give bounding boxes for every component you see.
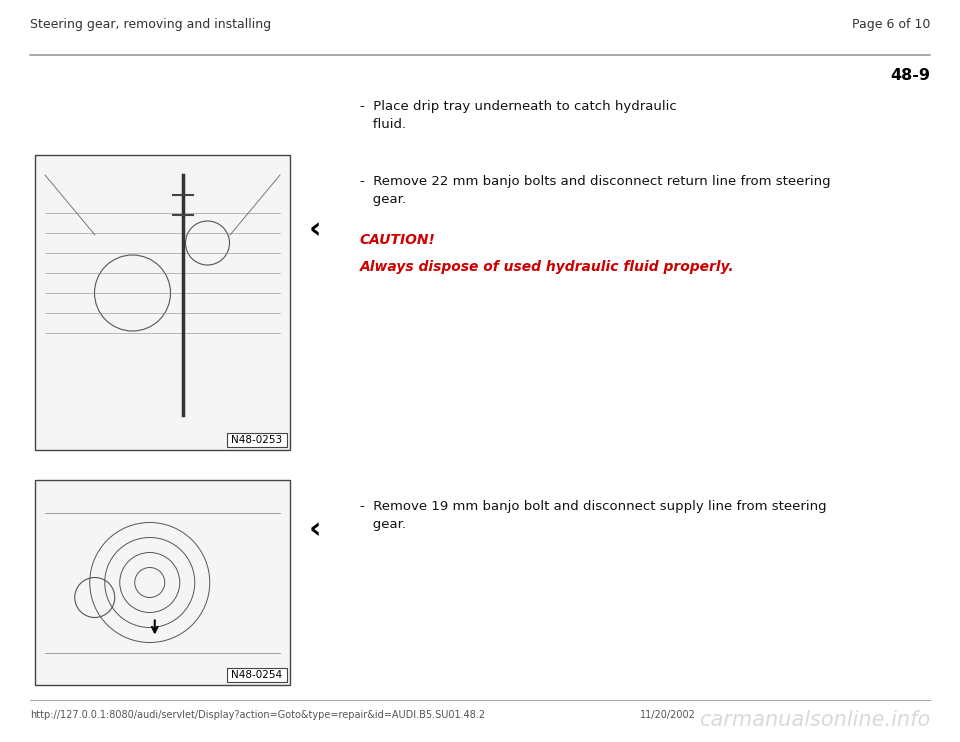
Text: N48-0254: N48-0254 [231,670,282,680]
Text: ‹: ‹ [309,516,322,545]
Text: -  Remove 22 mm banjo bolts and disconnect return line from steering: - Remove 22 mm banjo bolts and disconnec… [360,175,830,188]
Text: 48-9: 48-9 [890,68,930,83]
Text: ‹: ‹ [309,215,322,245]
Bar [35,155,290,450]
Text: gear.: gear. [360,193,406,206]
Bar [35,480,290,685]
Text: Always dispose of used hydraulic fluid properly.: Always dispose of used hydraulic fluid p… [360,260,734,274]
Bar [227,433,287,447]
Text: Steering gear, removing and installing: Steering gear, removing and installing [30,18,271,31]
Text: 11/20/2002: 11/20/2002 [640,710,696,720]
Text: gear.: gear. [360,518,406,531]
Text: N48-0253: N48-0253 [231,435,282,445]
Text: http://127.0.0.1:8080/audi/servlet/Display?action=Goto&type=repair&id=AUDI.B5.SU: http://127.0.0.1:8080/audi/servlet/Displ… [30,710,485,720]
Text: CAUTION!: CAUTION! [360,233,436,247]
Text: -  Remove 19 mm banjo bolt and disconnect supply line from steering: - Remove 19 mm banjo bolt and disconnect… [360,500,827,513]
Text: carmanualsonline.info: carmanualsonline.info [699,710,930,730]
Text: fluid.: fluid. [360,118,406,131]
Bar [227,668,287,682]
Text: -  Place drip tray underneath to catch hydraulic: - Place drip tray underneath to catch hy… [360,100,677,113]
Text: Page 6 of 10: Page 6 of 10 [852,18,930,31]
